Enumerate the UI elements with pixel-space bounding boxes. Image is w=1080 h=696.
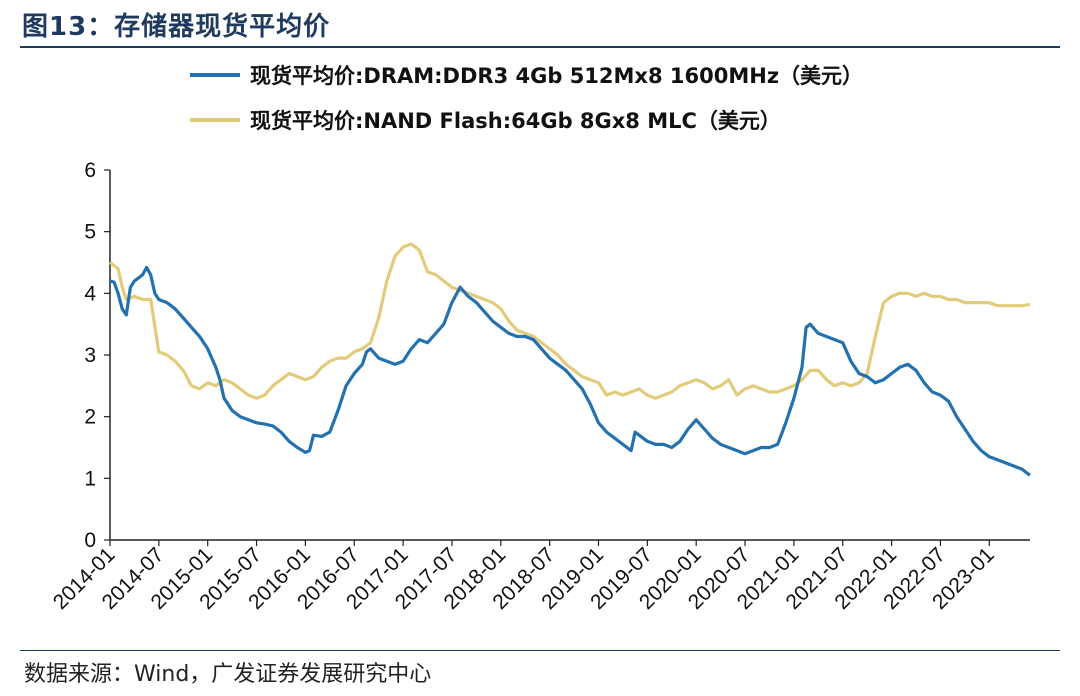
y-tick-label: 2 [84,406,96,429]
line-chart: 现货平均价:DRAM:DDR3 4Gb 512Mx8 1600MHz（美元） 现… [49,64,1031,614]
y-tick-label: 4 [84,282,96,305]
footer-rule [20,650,1060,651]
title-rule [20,46,1060,48]
figure-title: 图13：存储器现货平均价 [22,12,331,42]
series-lines [109,242,1031,477]
y-tick-label: 5 [84,221,96,244]
series-line-dram [109,265,1031,477]
legend-label-nand: 现货平均价:NAND Flash:64Gb 8Gx8 MLC（美元） [250,109,781,133]
series-line-nand [109,242,1031,400]
chart-axes [109,170,1030,541]
legend-label-dram: 现货平均价:DRAM:DDR3 4Gb 512Mx8 1600MHz（美元） [250,64,863,88]
y-tick-label: 3 [84,344,96,367]
x-axis-ticks: 2014-012014-072015-012015-072016-012016-… [49,540,999,614]
chart-legend: 现货平均价:DRAM:DDR3 4Gb 512Mx8 1600MHz（美元） 现… [190,64,863,133]
source-note: 数据来源：Wind，广发证券发展研究中心 [24,662,432,687]
y-tick-label: 6 [84,159,96,182]
y-tick-label: 1 [84,467,96,490]
y-tick-label: 0 [84,529,96,552]
y-axis-ticks: 0 1 2 3 4 5 6 [84,159,110,552]
